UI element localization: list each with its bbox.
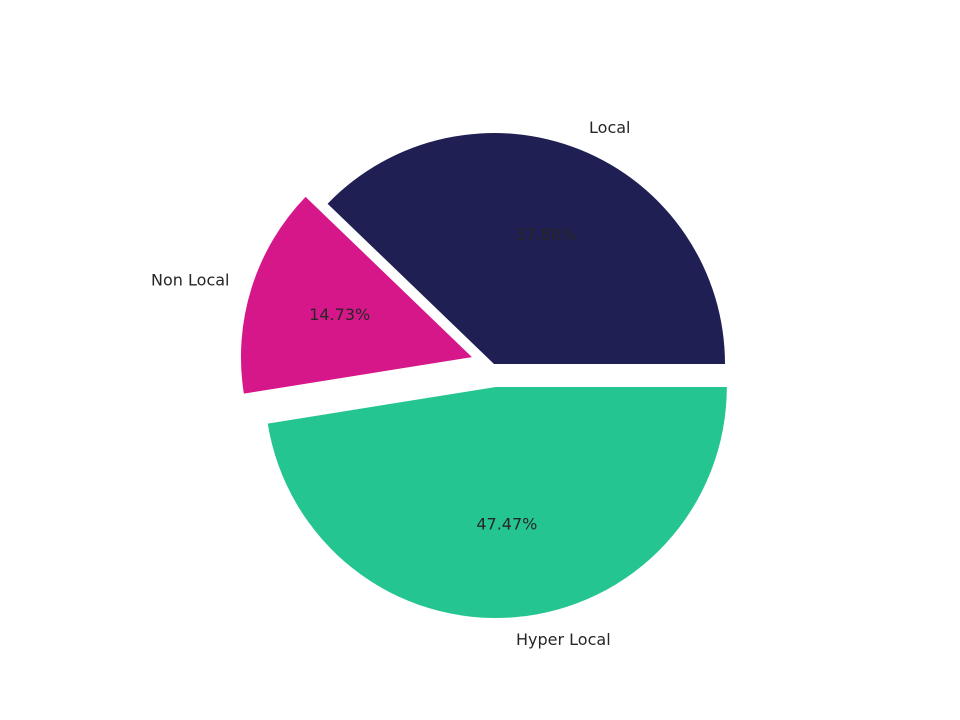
slice-label-local: Local xyxy=(589,118,630,137)
slice-label-hyper-local: Hyper Local xyxy=(516,630,611,649)
slice-percent-non-local: 14.73% xyxy=(309,305,370,324)
pie-slice-local xyxy=(327,133,725,364)
slice-percent-local: 37.80% xyxy=(515,225,576,244)
labels-layer: Local 37.80% Non Local 14.73% Hyper Local 47.… xyxy=(151,118,630,649)
pie-slice-hyper-local xyxy=(267,387,727,619)
slice-percent-hyper-local: 47.47% xyxy=(476,515,537,534)
pie-slice-non-local xyxy=(240,196,472,394)
slice-label-non-local: Non Local xyxy=(151,271,229,290)
slices-layer xyxy=(240,133,727,619)
